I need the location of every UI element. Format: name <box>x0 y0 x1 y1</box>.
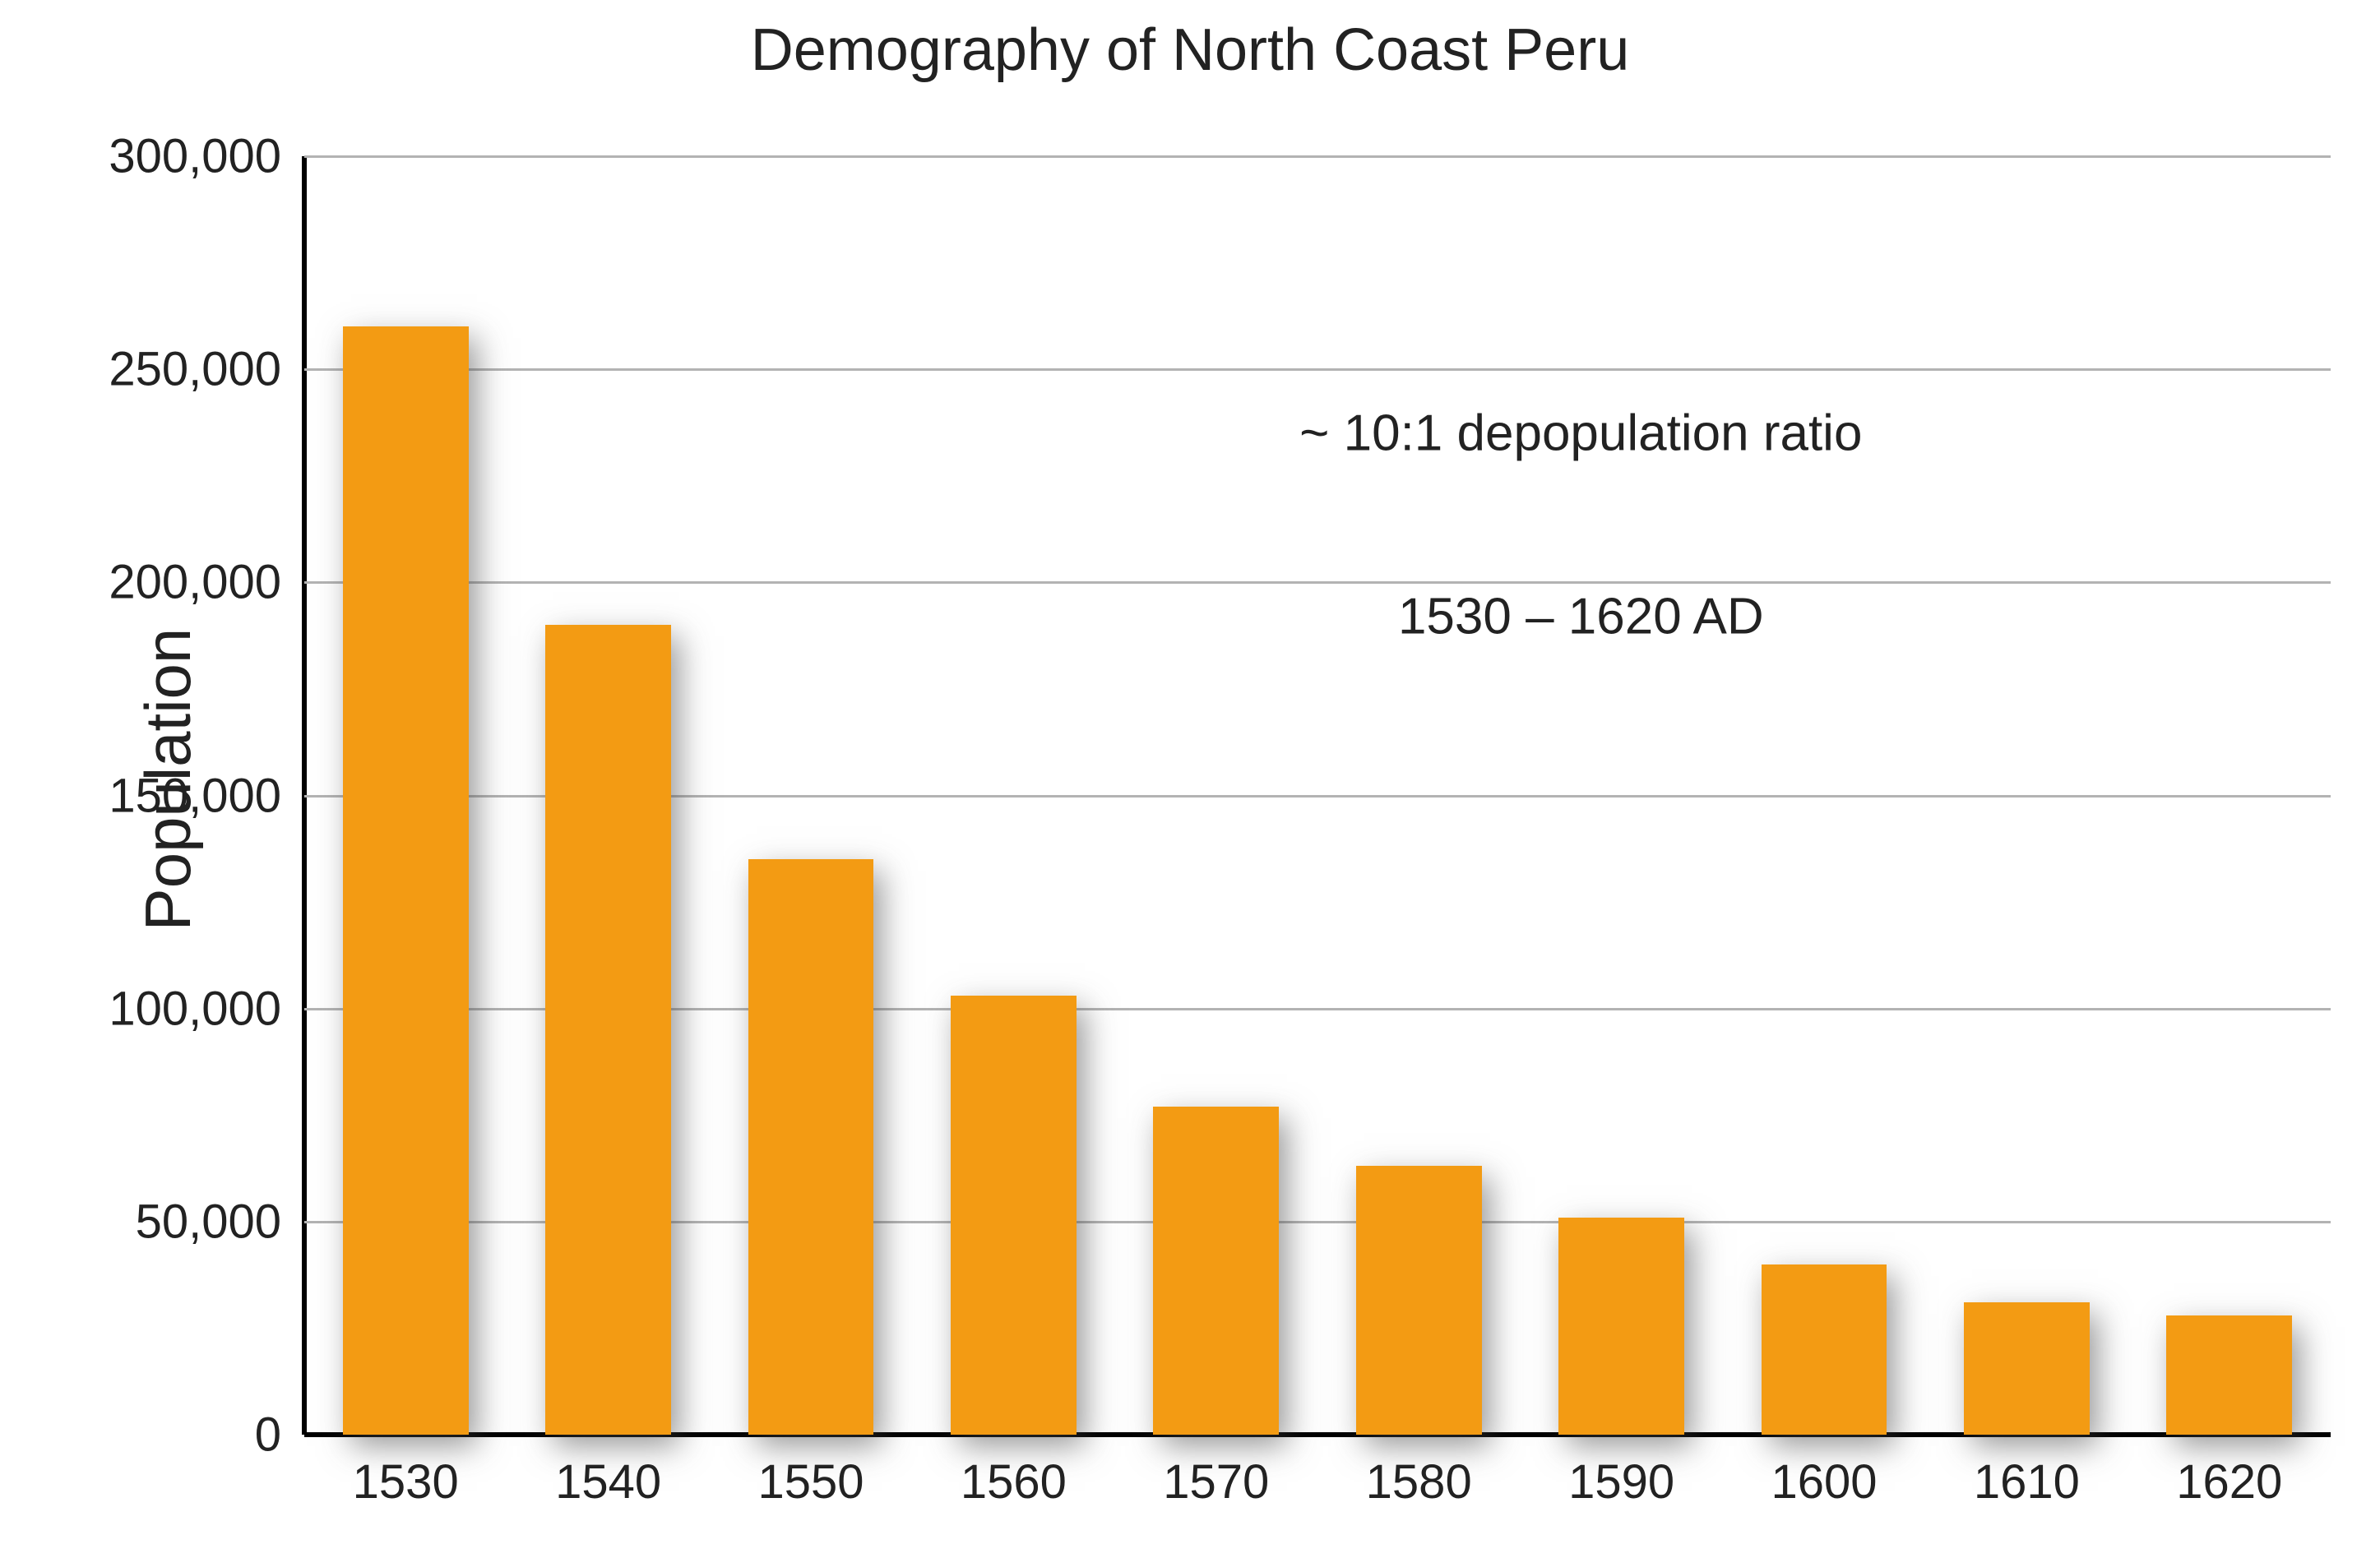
x-tick-label: 1620 <box>2176 1435 2282 1509</box>
chart-title: Demography of North Coast Peru <box>0 16 2380 84</box>
bar <box>545 625 671 1435</box>
x-tick-label: 1600 <box>1771 1435 1877 1509</box>
chart-annotation: ~ 10:1 depopulation ratio <box>1299 404 1862 462</box>
bar <box>343 326 469 1435</box>
gridline <box>304 368 2331 371</box>
y-tick-label: 250,000 <box>109 342 304 397</box>
y-tick-label: 200,000 <box>109 555 304 610</box>
x-tick-label: 1560 <box>961 1435 1067 1509</box>
gridline <box>304 581 2331 584</box>
bar <box>2166 1315 2292 1435</box>
x-tick-label: 1580 <box>1366 1435 1472 1509</box>
y-tick-label: 100,000 <box>109 981 304 1036</box>
y-tick-label: 50,000 <box>136 1194 304 1249</box>
chart-annotation: 1530 – 1620 AD <box>1398 587 1764 645</box>
bar <box>1964 1302 2090 1435</box>
x-tick-label: 1610 <box>1974 1435 2080 1509</box>
bar <box>1558 1218 1684 1435</box>
bar <box>1356 1166 1482 1435</box>
x-tick-label: 1590 <box>1568 1435 1674 1509</box>
y-tick-label: 0 <box>255 1408 304 1463</box>
bar <box>951 996 1077 1435</box>
bar-chart: Demography of North Coast Peru Populatio… <box>0 0 2380 1558</box>
x-tick-label: 1530 <box>353 1435 459 1509</box>
bar <box>748 859 874 1435</box>
x-tick-label: 1550 <box>757 1435 864 1509</box>
bar <box>1153 1107 1279 1435</box>
y-tick-label: 300,000 <box>109 129 304 184</box>
plot-area: 050,000100,000150,000200,000250,000300,0… <box>304 156 2331 1435</box>
bar <box>1762 1264 1887 1435</box>
y-tick-label: 150,000 <box>109 768 304 823</box>
x-tick-label: 1540 <box>555 1435 661 1509</box>
x-tick-label: 1570 <box>1163 1435 1269 1509</box>
gridline <box>304 155 2331 158</box>
